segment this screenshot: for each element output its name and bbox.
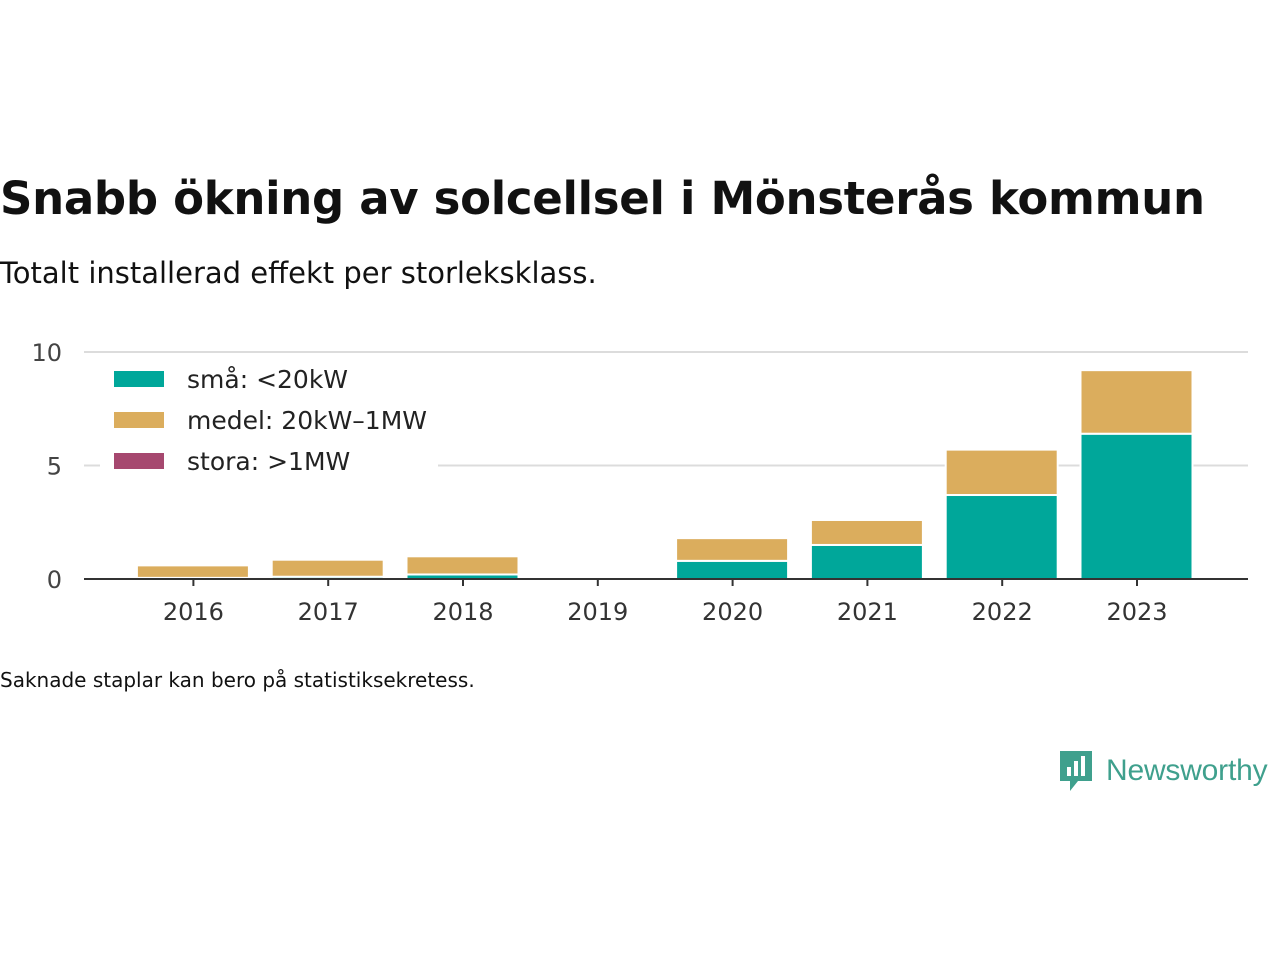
x-tick-label: 2016 xyxy=(163,598,224,626)
bar-segment-2016-2 xyxy=(135,564,250,579)
y-tick-label: 5 xyxy=(47,453,62,481)
y-tick-label: 0 xyxy=(47,566,62,594)
stacked-bar-chart: 0 5 10 2016 2017 2018 2019 2020 2021 2022 2023 sm… xyxy=(31,339,1248,626)
bar-segment-2020-2 xyxy=(675,537,790,562)
legend-swatch xyxy=(114,453,164,469)
x-axis-ticks: 2016 2017 2018 2019 2020 2021 2022 2023 xyxy=(163,579,1168,626)
x-tick-label: 2018 xyxy=(432,598,493,626)
legend-label: stora: >1MW xyxy=(187,447,350,476)
legend: små: <20kW medel: 20kW–1MW stora: >1MW xyxy=(100,360,438,478)
bar-segment-2021-2 xyxy=(809,518,924,546)
y-tick-label: 10 xyxy=(31,339,62,367)
bar-segment-2018-2 xyxy=(405,555,520,576)
bar-segment-2020-1 xyxy=(675,559,790,580)
legend-swatch xyxy=(114,412,164,428)
legend-label: medel: 20kW–1MW xyxy=(187,406,427,435)
bar-segment-2023-1 xyxy=(1079,432,1194,580)
bar-segment-2017-2 xyxy=(270,558,385,578)
x-tick-label: 2017 xyxy=(298,598,359,626)
chart-title: Snabb ökning av solcellsel i Mönsterås k… xyxy=(0,172,1205,225)
newsworthy-logo-icon xyxy=(1060,751,1092,791)
brand: Newsworthy xyxy=(1058,748,1268,794)
x-tick-label: 2020 xyxy=(702,598,763,626)
bar-segment-2023-2 xyxy=(1079,369,1194,435)
brand-name: Newsworthy xyxy=(1106,754,1268,787)
bar-segment-2022-2 xyxy=(944,448,1059,497)
bar-segment-2021-1 xyxy=(809,543,924,580)
y-axis-tick-labels: 0 5 10 xyxy=(31,339,62,594)
footnote: Saknade staplar kan bero på statistiksek… xyxy=(0,668,475,692)
x-tick-label: 2021 xyxy=(837,598,898,626)
legend-swatch xyxy=(114,371,164,387)
x-tick-label: 2019 xyxy=(567,598,628,626)
bar-segment-2022-1 xyxy=(944,494,1059,580)
chart-subtitle: Totalt installerad effekt per storlekskl… xyxy=(0,256,597,290)
x-tick-label: 2022 xyxy=(972,598,1033,626)
bars xyxy=(135,369,1194,581)
x-tick-label: 2023 xyxy=(1106,598,1167,626)
legend-label: små: <20kW xyxy=(187,365,348,394)
